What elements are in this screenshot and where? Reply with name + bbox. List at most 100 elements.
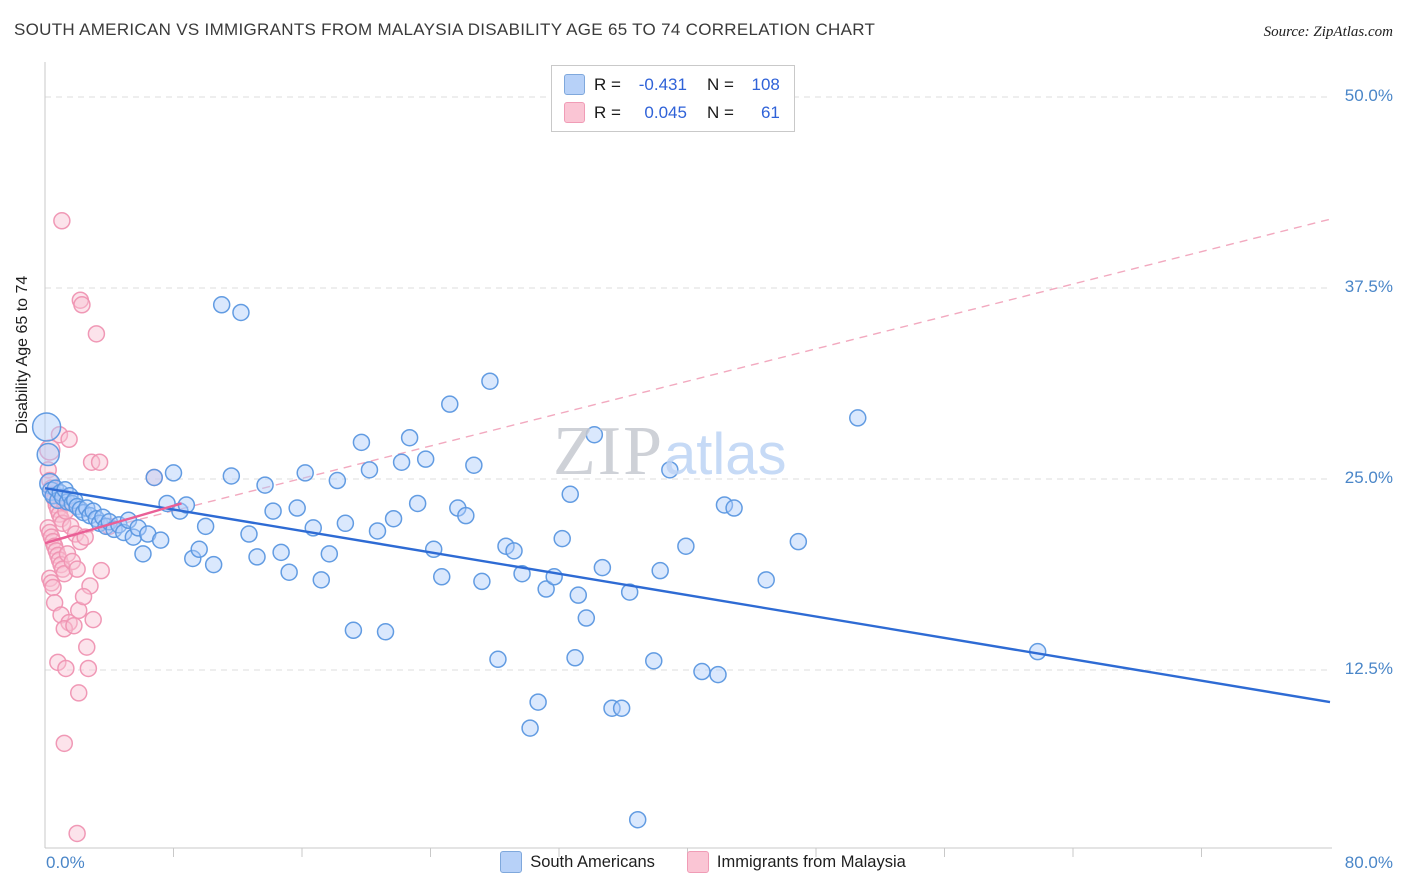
scatter-point [31,412,62,442]
scatter-point [312,571,331,589]
scatter-point [222,467,241,485]
legend-row-malaysia: R = 0.045 N = 61 [564,102,780,123]
trend-line [44,486,1331,704]
y-tick-label-25: 25.0% [1344,468,1393,487]
scatter-point [134,545,152,563]
scatter-point [55,619,74,638]
scatter-point [264,502,282,520]
scatter-point [693,662,711,681]
scatter-point [336,514,355,533]
scatter-point [69,684,88,702]
x-max-label: 80.0% [1344,853,1393,872]
n-label: N = [706,102,734,122]
scatter-point [36,442,60,467]
scatter-point [457,506,475,525]
scatter-point [74,587,93,606]
scatter-point [65,616,83,635]
y-tick-label-50: 50.0% [1344,86,1393,105]
scatter-point [432,568,451,586]
malaysia-swatch-icon [686,851,709,873]
scatter-point [288,499,306,517]
x-min-label: 0.0% [46,853,85,872]
n-value: 108 [751,74,780,94]
r-value: -0.431 [638,74,687,94]
scatter-point [145,468,163,487]
series-legend: South Americans Immigrants from Malaysia [0,851,1406,873]
south-americans-swatch-icon [500,851,523,873]
scatter-point [368,522,387,540]
scatter-point [593,558,612,577]
source-label: Source: ZipAtlas.com [1263,24,1393,40]
scatter-point [129,519,147,537]
scatter-point [151,531,170,549]
scatter-point [57,659,75,678]
scatter-point [232,303,250,322]
scatter-point [757,571,775,589]
scatter-point [392,453,411,471]
scatter-point [81,577,99,595]
scatter-point [489,650,507,669]
scatter-point [55,734,74,753]
scatter-point [521,719,539,737]
scatter-point [677,537,695,555]
scatter-point [248,548,266,566]
scatter-point [87,325,106,343]
r-value: 0.045 [644,102,687,122]
scatter-point [344,621,363,640]
scatter-point [725,499,743,517]
scatter-point [465,456,483,474]
scatter-point [44,578,62,597]
scatter-point [553,529,571,548]
trend-line [44,502,182,545]
scatter-point [320,545,339,563]
scatter-point [585,425,604,444]
scatter-point [416,450,435,468]
scatter-point [612,699,631,717]
page-title: SOUTH AMERICAN VS IMMIGRANTS FROM MALAYS… [14,20,876,39]
legend-label: Immigrants from Malaysia [716,852,906,871]
scatter-point [92,561,110,580]
legend-label: South Americans [530,852,655,871]
scatter-point [360,461,379,479]
scatter-point [124,528,143,546]
scatter-point [709,665,727,684]
scatter-point [272,543,290,562]
scatter-point [164,464,183,482]
scatter-point [60,430,78,449]
scatter-point [661,461,679,479]
n-value: 61 [760,102,780,122]
n-label: N = [706,74,734,94]
scatter-point [79,659,98,678]
y-tick-label-37-5: 37.5% [1344,277,1393,296]
south-americans-swatch-icon [564,74,585,95]
scatter-point [441,395,459,413]
scatter-point [561,485,579,504]
scatter-point [296,464,314,482]
scatter-point [566,649,584,667]
scatter-point [473,572,491,591]
scatter-point [73,296,91,314]
scatter-point [68,824,86,843]
scatter-point [190,540,208,559]
scatter-point [569,586,588,604]
scatter-point [481,372,499,390]
scatter-point [513,564,531,583]
scatter-point [628,810,647,829]
correlation-legend: R = -0.431 N = 108 R = 0.045 N = 61 [551,65,795,132]
scatter-point [849,409,867,427]
scatter-point [90,453,109,471]
scatter-point [53,212,71,230]
scatter-point [212,296,231,314]
scatter-point [256,476,274,494]
scatter-point [352,433,371,452]
scatter-point [505,542,523,560]
scatter-point [408,494,427,513]
scatter-point [537,580,555,598]
scatter-point [645,652,663,670]
scatter-point [577,609,596,627]
scatter-point [620,583,639,601]
scatter-point [184,549,202,568]
scatter-point [68,560,86,578]
